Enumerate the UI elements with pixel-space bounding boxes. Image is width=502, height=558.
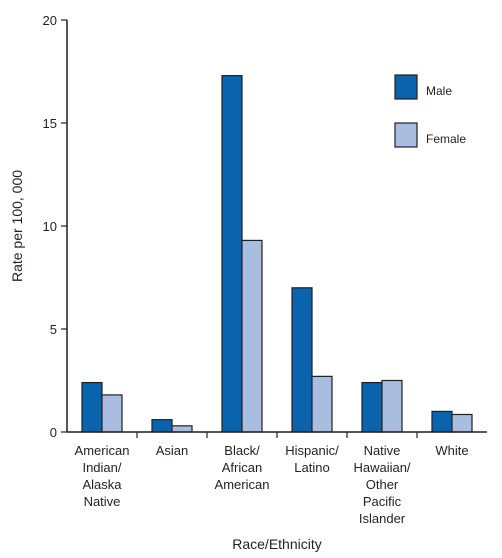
bar-male-5	[431, 410, 453, 433]
bar-female-3	[311, 375, 333, 433]
bar-male-4	[361, 381, 383, 433]
bar-male-2	[221, 75, 243, 433]
axes-group	[66, 20, 487, 433]
x-tick-label-0: American Indian/Alaska Native	[75, 443, 130, 509]
legend-label-male: Male	[426, 84, 452, 98]
x-tick-label-4: Native Hawaiian/Other Pacific Islander	[353, 443, 410, 526]
bars-group	[81, 75, 473, 433]
bar-female-0	[101, 394, 123, 433]
legend-swatch-male	[394, 74, 418, 100]
ticks-group: 0 5 10 15 20	[43, 13, 67, 440]
x-tick-label-5: White	[435, 443, 468, 458]
bar-female-4	[381, 379, 403, 433]
x-axis-title: Race/Ethnicity	[232, 536, 321, 552]
bar-female-5	[451, 413, 473, 433]
legend: Male Female	[394, 74, 466, 148]
y-axis-title: Rate per 100, 000	[9, 170, 25, 282]
bar-male-3	[291, 287, 313, 433]
x-tick-label-3: Hispanic/Latino	[285, 443, 339, 475]
x-tick-label-1: Asian	[156, 443, 189, 458]
y-tick-label-10: 10	[43, 219, 57, 234]
x-tick-label-2: Black/African American	[215, 443, 270, 492]
legend-swatch-female	[394, 122, 418, 148]
legend-label-female: Female	[426, 132, 466, 146]
y-tick-label-15: 15	[43, 116, 57, 131]
x-tick-labels: American Indian/Alaska Native Asian Black/Af…	[75, 432, 469, 526]
y-tick-label-5: 5	[50, 322, 57, 337]
bar-female-1	[171, 425, 193, 433]
y-tick-label-20: 20	[43, 13, 57, 28]
bar-female-2	[241, 239, 263, 433]
y-tick-label-0: 0	[50, 425, 57, 440]
bar-male-1	[151, 419, 173, 433]
bar-male-0	[81, 381, 103, 433]
